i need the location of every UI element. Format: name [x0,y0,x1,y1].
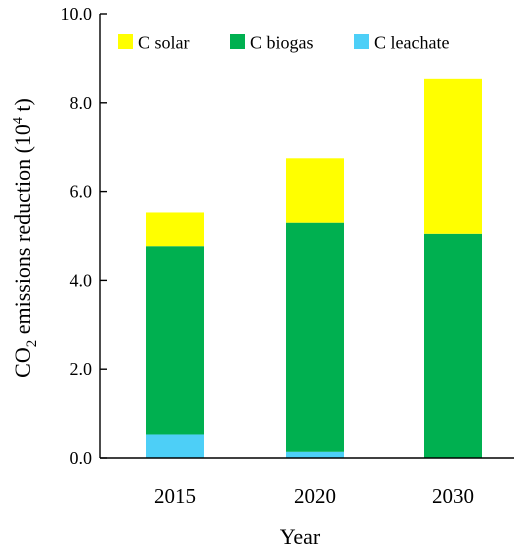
axes-layer [99,14,514,459]
legend-swatch-c-solar [118,34,133,49]
bar-c-solar-2030 [424,78,482,234]
legend-swatch-c-leachate [354,34,369,49]
y-tick-label: 6.0 [70,182,93,202]
y-axis-title-subscript: 2 [24,340,40,348]
x-axis-title: Year [280,524,321,549]
y-axis-title-middle: emissions reduction (10 [10,124,35,340]
x-tick-label: 2030 [432,484,474,508]
bar-c-biogas-2015 [146,246,204,435]
bars-layer [146,78,482,458]
bar-c-solar-2015 [146,212,204,247]
y-axis-title-suffix: t) [10,98,35,117]
y-tick-label: 4.0 [70,270,93,290]
legend-swatch-c-biogas [230,34,245,49]
x-tick-label: 2015 [154,484,196,508]
bar-c-biogas-2030 [424,233,482,458]
legend-label-c-solar: C solar [138,33,190,53]
bar-c-solar-2020 [286,158,344,223]
y-tick-label: 8.0 [70,93,93,113]
legend-label-c-leachate: C leachate [374,33,449,53]
legend: C solar C biogas C leachate [118,33,449,53]
x-tick-label: 2020 [294,484,336,508]
y-axis-title: CO2 emissions reduction (104 t) [10,98,40,378]
ticks-layer: 0.0 2.0 4.0 6.0 8.0 10.0 2015 2020 2030 [61,4,475,508]
bar-c-biogas-2020 [286,222,344,452]
bar-c-leachate-2015 [146,434,204,458]
y-tick-label: 2.0 [70,359,93,379]
y-axis-title-prefix: CO [10,347,35,378]
y-tick-label: 0.0 [70,448,93,468]
y-tick-label: 10.0 [61,4,93,24]
bar-c-leachate-2020 [286,451,344,458]
legend-label-c-biogas: C biogas [250,33,314,53]
y-axis-title-superscript: 4 [11,117,26,124]
